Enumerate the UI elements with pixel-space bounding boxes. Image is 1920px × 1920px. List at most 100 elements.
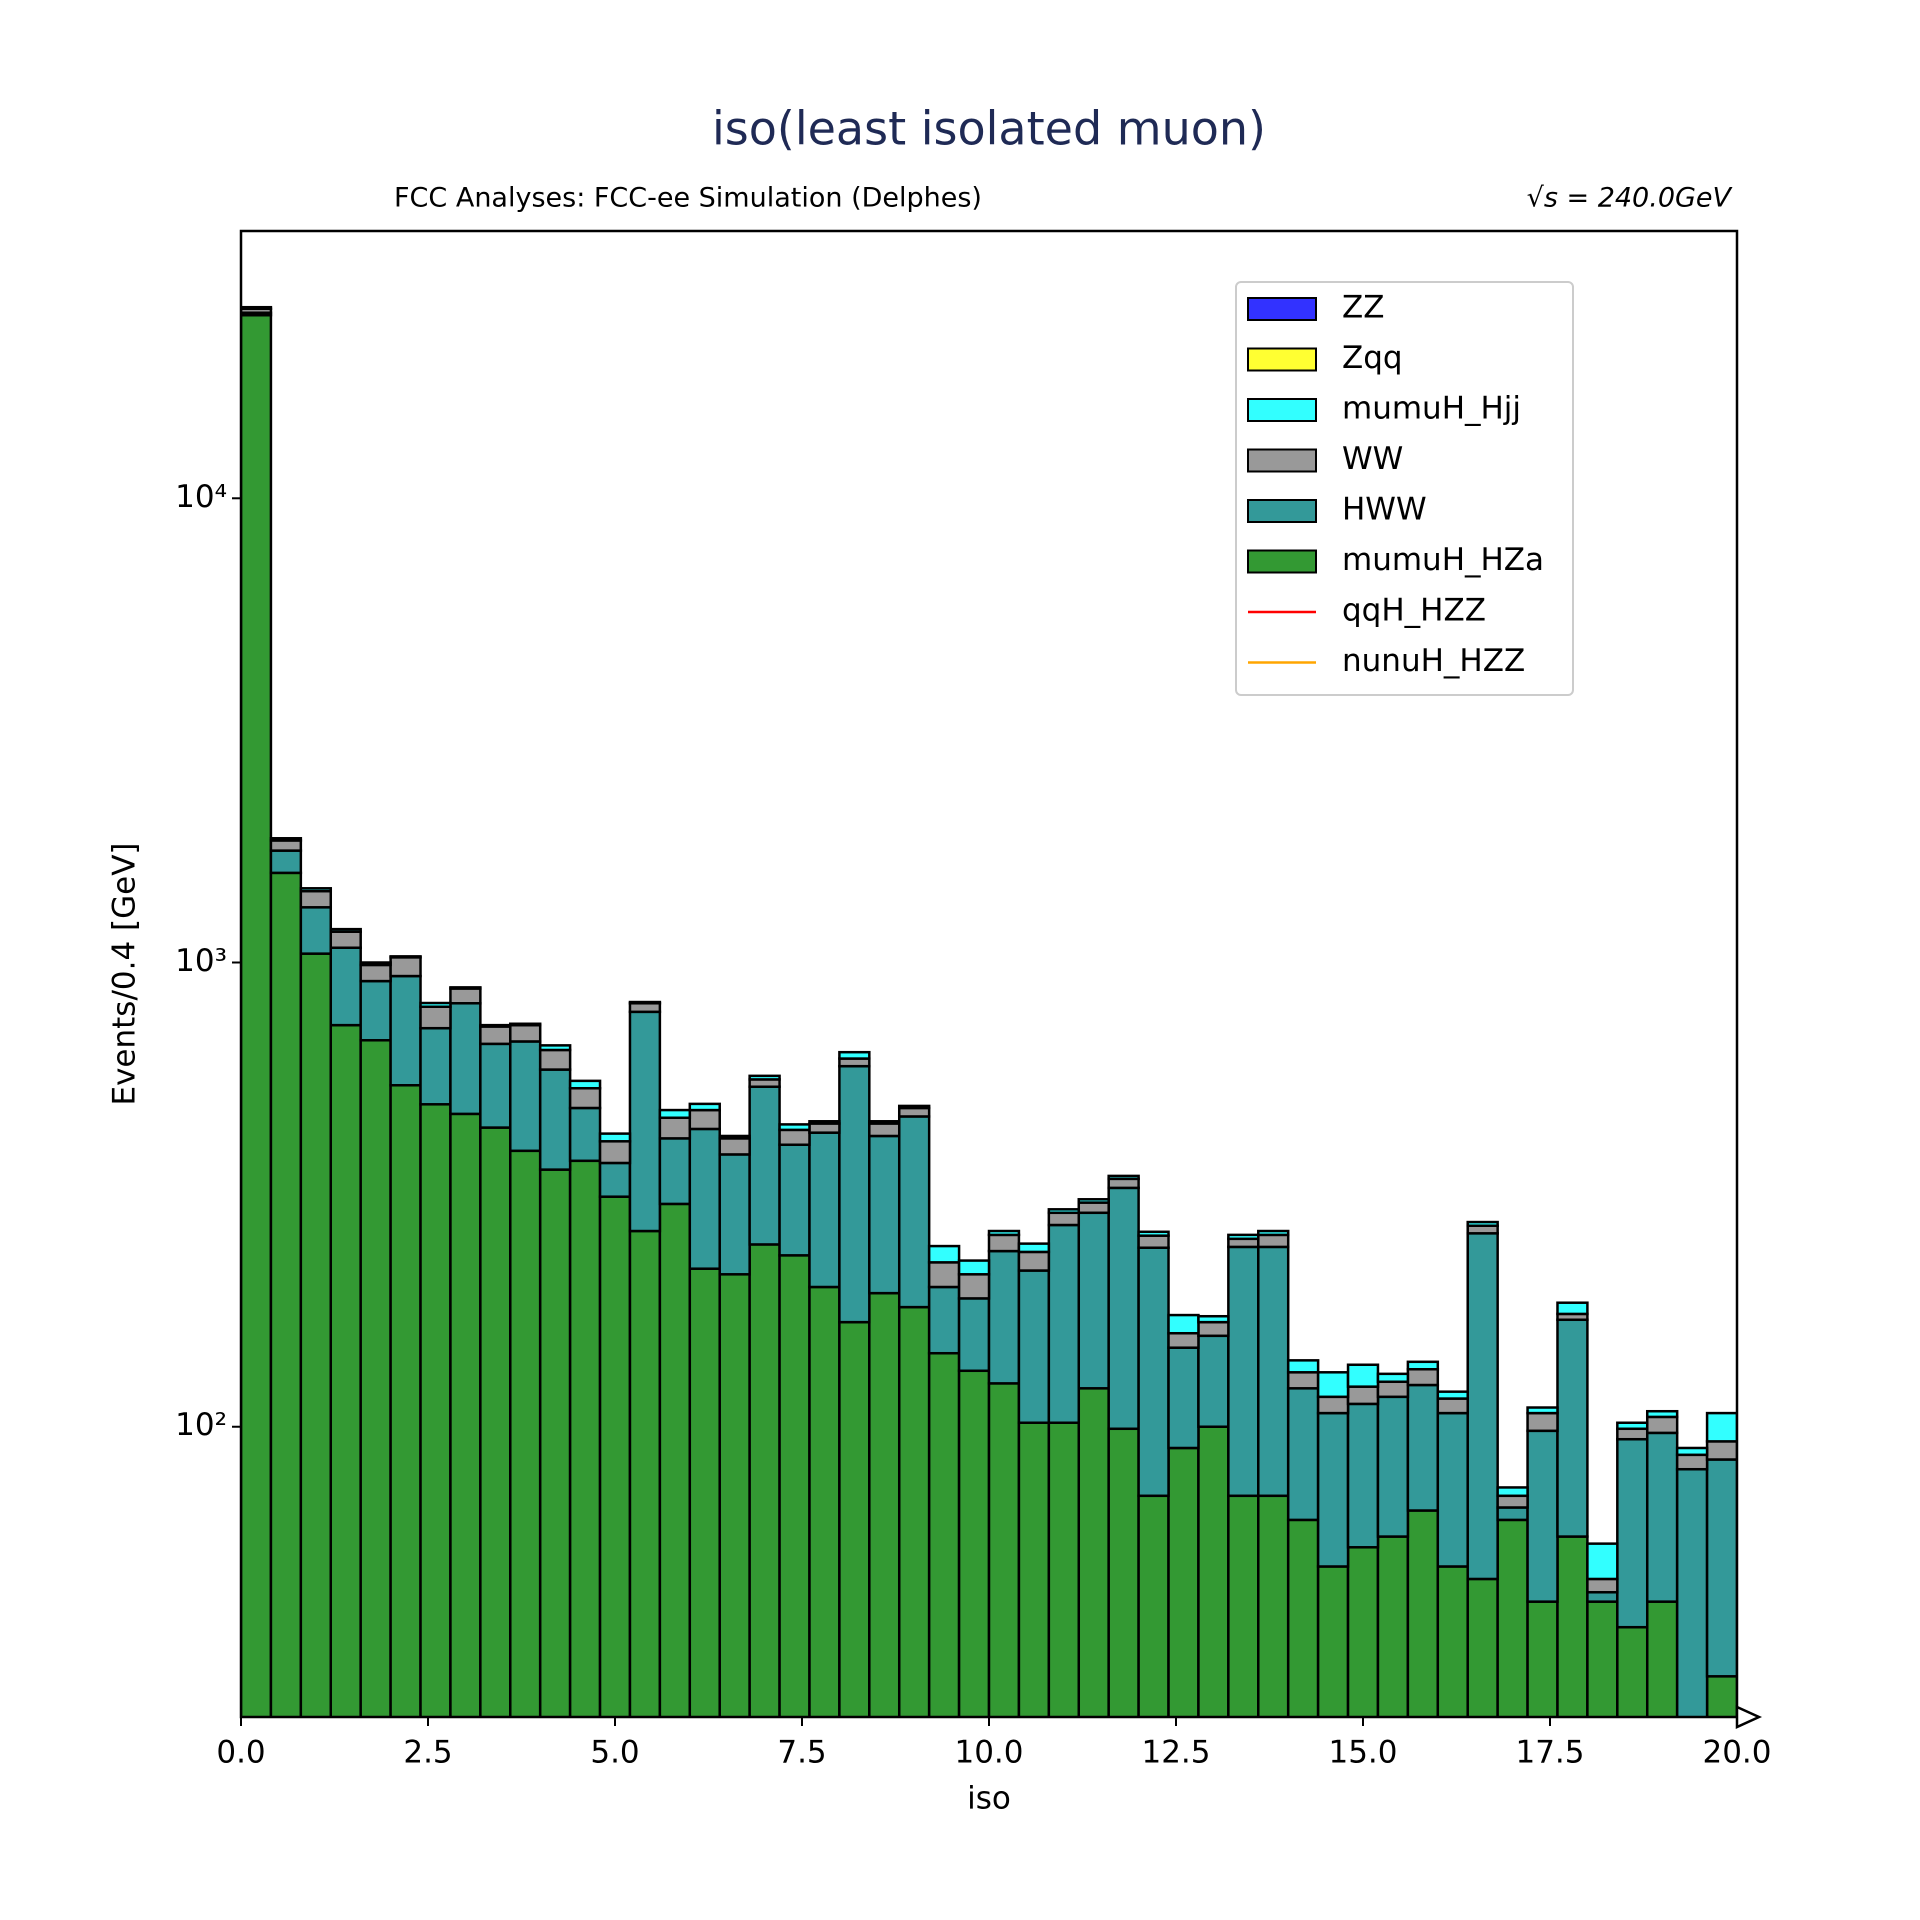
legend-label: qqH_HZZ: [1342, 593, 1486, 629]
histogram-bar: [389, 956, 422, 978]
histogram-bar: [658, 1137, 692, 1206]
histogram-bar: [658, 1116, 692, 1140]
histogram-bar: [269, 839, 303, 852]
histogram-bar: [1197, 1334, 1230, 1428]
histogram-bar: [1616, 1437, 1649, 1629]
histogram-bar: [509, 1023, 542, 1043]
histogram-bar: [987, 1233, 1021, 1253]
histogram-bar: [1406, 1360, 1440, 1371]
histogram-bar: [1316, 1411, 1350, 1568]
histogram-bar: [718, 1134, 751, 1140]
histogram-bar: [598, 1140, 632, 1165]
histogram-bar: [1047, 1211, 1081, 1227]
histogram-bar: [419, 1005, 452, 1030]
histogram-bar: [598, 1132, 632, 1143]
histogram-bar: [1436, 1397, 1469, 1415]
histogram-bar: [1645, 1415, 1679, 1435]
histogram-bar: [389, 1084, 422, 1717]
legend-swatch: [1247, 549, 1317, 574]
histogram-bar: [241, 313, 273, 1717]
histogram-bar: [598, 1161, 632, 1198]
histogram-bar: [778, 1254, 811, 1717]
histogram-bar: [389, 955, 422, 959]
histogram-bar: [538, 1044, 572, 1052]
histogram-bar: [957, 1273, 991, 1300]
histogram-bar: [1017, 1421, 1051, 1717]
histogram-bar: [778, 1143, 811, 1257]
histogram-bar: [748, 1085, 781, 1246]
legend-box: [1235, 281, 1574, 696]
histogram-bar: [269, 837, 303, 842]
histogram-bar: [1107, 1177, 1140, 1190]
histogram-bar: [658, 1202, 692, 1717]
legend-label: mumuH_HZa: [1342, 542, 1544, 578]
histogram-bar: [897, 1115, 931, 1309]
histogram-bar: [1137, 1230, 1170, 1237]
histogram-bar: [658, 1108, 692, 1120]
x-tick-label: 15.0: [1328, 1735, 1397, 1771]
histogram-bar: [1526, 1411, 1559, 1433]
histogram-bar: [1586, 1591, 1619, 1603]
histogram-bar: [838, 1320, 871, 1717]
histogram-bar: [1436, 1411, 1469, 1568]
x-tick-label: 5.0: [590, 1735, 639, 1771]
histogram-bar: [1077, 1211, 1110, 1390]
histogram-bar: [359, 961, 392, 967]
histogram-bar: [1496, 1506, 1529, 1522]
histogram-bar: [1197, 1320, 1230, 1338]
histogram-bar: [1227, 1233, 1260, 1241]
histogram-bar: [1645, 1431, 1679, 1603]
histogram-bar: [1227, 1245, 1260, 1498]
histogram-bar: [1077, 1387, 1110, 1717]
histogram-bar: [509, 1149, 542, 1717]
histogram-bar: [1556, 1535, 1589, 1717]
legend-label: HWW: [1342, 492, 1427, 528]
histogram-bar: [1496, 1494, 1529, 1509]
histogram-bar: [479, 1023, 512, 1028]
y-tick-label: 10³: [175, 943, 227, 979]
energy-label: √s = 240.0GeV: [1527, 183, 1734, 214]
histogram-bar: [987, 1382, 1021, 1717]
subtitle: FCC Analyses: FCC-ee Simulation (Delphes…: [394, 183, 982, 214]
histogram-bar: [838, 1064, 871, 1324]
histogram-bar: [419, 1001, 452, 1008]
histogram-bar: [808, 1122, 841, 1134]
histogram-bar: [1616, 1421, 1649, 1431]
histogram-bar: [1346, 1363, 1380, 1388]
histogram-bar: [538, 1068, 572, 1171]
histogram-bar: [389, 974, 422, 1087]
histogram-bar: [628, 1002, 662, 1014]
histogram-bar: [1286, 1371, 1320, 1390]
histogram-bar: [449, 1002, 482, 1116]
histogram-bar: [329, 1023, 362, 1717]
legend-swatch: [1247, 297, 1317, 321]
histogram-bar: [718, 1273, 751, 1717]
histogram-bar: [927, 1261, 961, 1289]
histogram-bar: [718, 1137, 751, 1156]
histogram-bar: [838, 1050, 871, 1060]
histogram-bar: [748, 1074, 781, 1081]
histogram-bar: [419, 1026, 452, 1106]
histogram-bar: [1047, 1208, 1081, 1215]
legend-swatch: [1247, 347, 1317, 372]
histogram-bar: [1107, 1174, 1140, 1181]
histogram-bar: [897, 1305, 931, 1717]
histogram-bar: [1496, 1486, 1529, 1498]
histogram-bar: [1586, 1542, 1619, 1581]
histogram-bar: [479, 1126, 512, 1717]
legend-swatch: [1247, 499, 1317, 523]
histogram-bar: [957, 1297, 991, 1373]
histogram-bar: [987, 1249, 1021, 1385]
histogram-bar: [1316, 1565, 1350, 1717]
x-tick-label: 7.5: [777, 1735, 826, 1771]
histogram-bar: [1526, 1406, 1559, 1415]
x-tick-label: 17.5: [1515, 1735, 1584, 1771]
histogram-bar: [1286, 1518, 1320, 1717]
histogram-bar: [359, 979, 392, 1042]
histogram-bar: [598, 1195, 632, 1717]
histogram-bar: [1586, 1577, 1619, 1594]
histogram-bar: [927, 1351, 961, 1717]
histogram-bar: [538, 1048, 572, 1071]
legend-swatch: [1247, 398, 1317, 422]
histogram-bar: [1167, 1446, 1200, 1717]
